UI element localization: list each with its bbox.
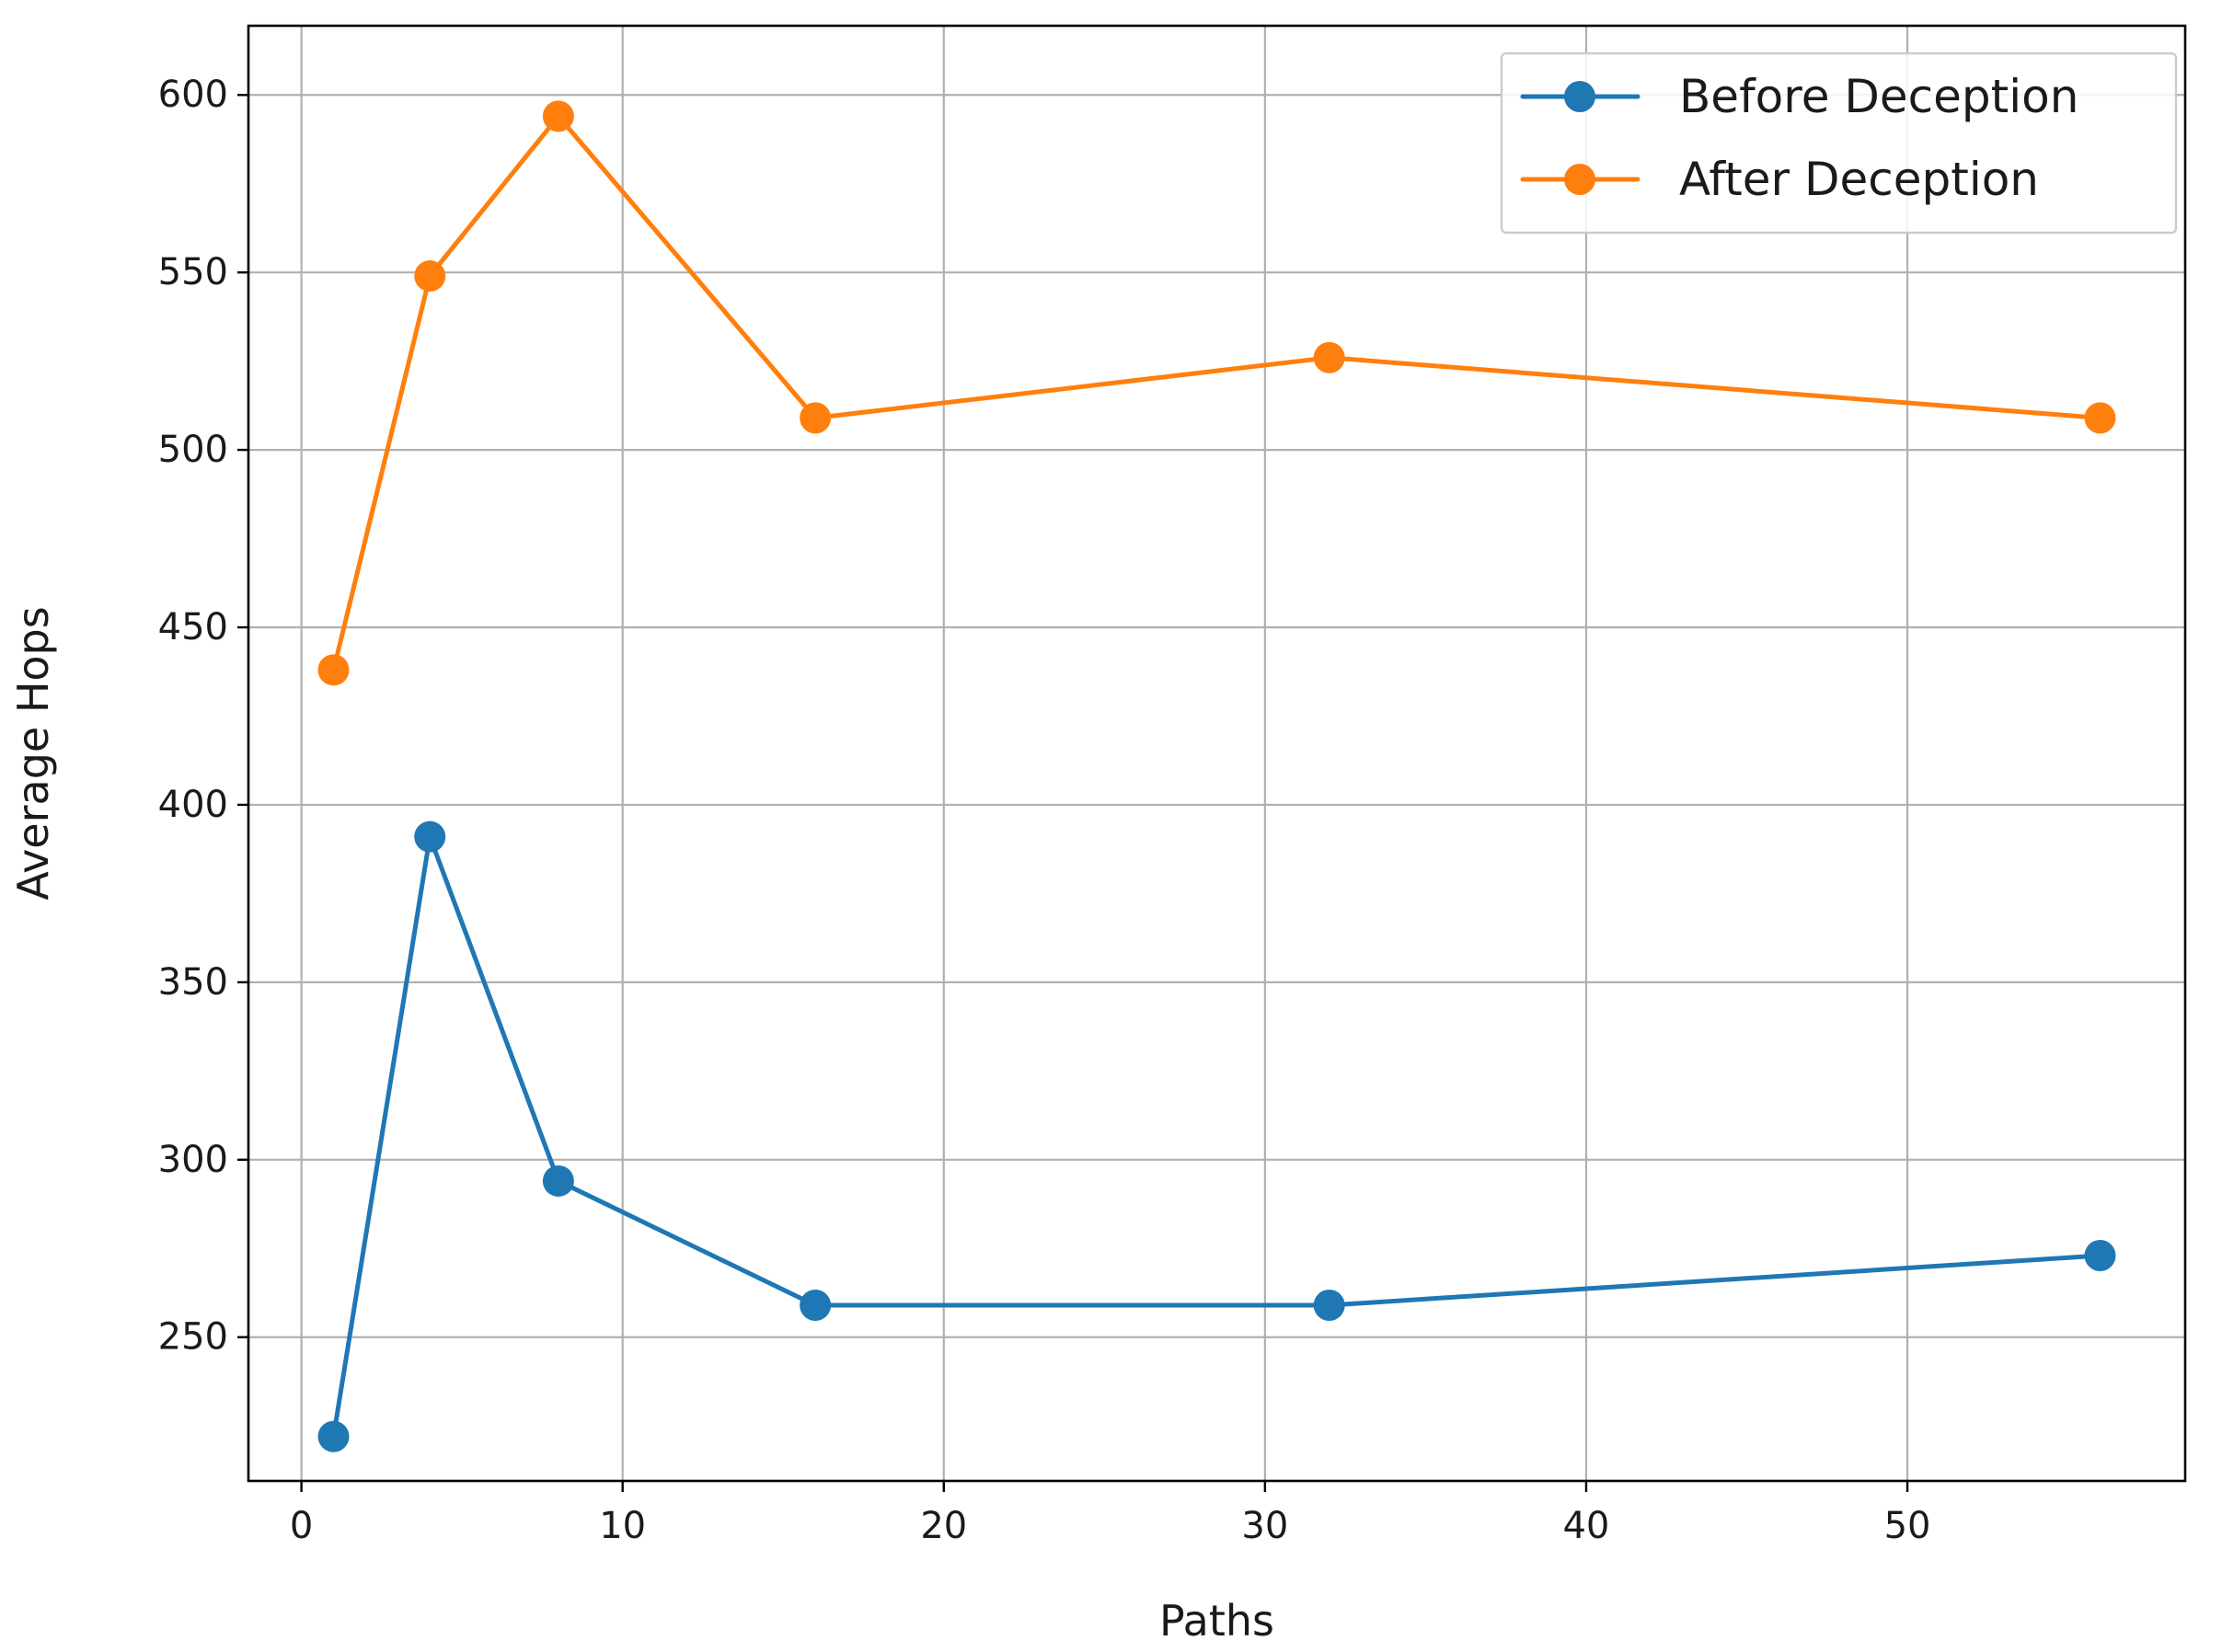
- data-point: [800, 1290, 832, 1322]
- x-tick-label: 30: [1241, 1505, 1288, 1547]
- legend-marker-before-deception: [1564, 81, 1595, 112]
- axis-ticks: 0 10 20 30 40 50 250 300 350 400 450 500 550 600: [158, 74, 1931, 1547]
- y-tick-label: 600: [158, 74, 228, 116]
- x-tick-label: 20: [920, 1505, 967, 1547]
- legend: Before Deception After Deception: [1500, 52, 2178, 235]
- axes-frame: [247, 24, 2187, 1483]
- x-axis-title: Paths: [1159, 1596, 1274, 1646]
- y-tick-label: 350: [158, 961, 228, 1004]
- y-tick-label: 400: [158, 784, 228, 826]
- data-point: [414, 260, 446, 293]
- y-tick-label: 500: [158, 429, 228, 471]
- x-tick-label: 10: [599, 1505, 646, 1547]
- data-point: [414, 820, 446, 853]
- x-tick-label: 40: [1562, 1505, 1609, 1547]
- series-line-1: [331, 113, 2102, 672]
- data-point: [317, 1420, 350, 1452]
- data-point: [542, 1164, 574, 1197]
- y-tick-label: 450: [158, 606, 228, 648]
- legend-label-before-deception: Before Deception: [1679, 70, 2078, 123]
- legend-label-after-deception: After Deception: [1679, 153, 2039, 206]
- data-point: [1313, 341, 1345, 373]
- y-axis-title: Average Hops: [8, 606, 58, 900]
- x-tick-label: 50: [1884, 1505, 1931, 1547]
- y-tick-label: 550: [158, 251, 228, 293]
- data-point: [2084, 402, 2116, 434]
- series-line-0: [331, 834, 2102, 1440]
- data-point: [317, 654, 350, 686]
- legend-marker-after-deception: [1564, 164, 1595, 195]
- data-point: [542, 100, 574, 132]
- data-point: [800, 402, 832, 434]
- legend-box: [1500, 52, 2178, 235]
- data-point: [1313, 1290, 1345, 1322]
- x-tick-label: 0: [290, 1505, 313, 1547]
- data-point: [2084, 1239, 2116, 1271]
- y-tick-label: 250: [158, 1316, 228, 1359]
- plot-area: [317, 100, 2116, 1452]
- y-tick-label: 300: [158, 1139, 228, 1181]
